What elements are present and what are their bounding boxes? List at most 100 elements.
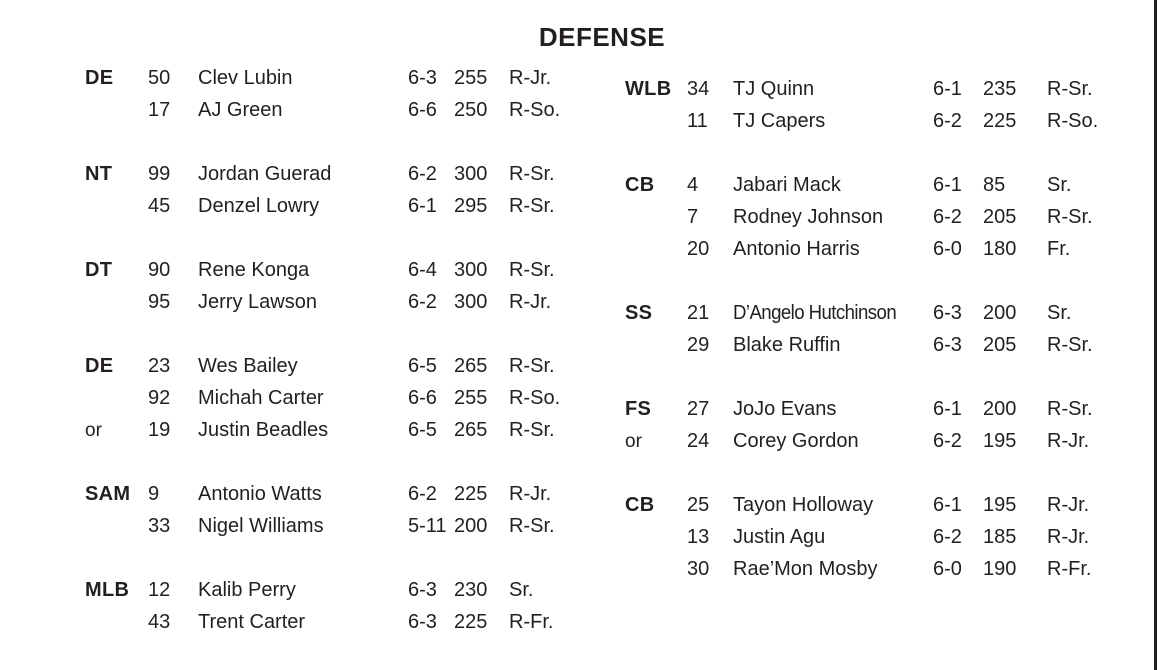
player-row: FS 27 JoJo Evans 6-1 200 R-Sr.	[625, 393, 1125, 425]
player-row: 95 Jerry Lawson 6-2 300 R-Jr.	[85, 286, 585, 318]
player-height: 6-1	[933, 174, 962, 196]
position-group-wlb-1-0: WLB 34 TJ Quinn 6-1 235 R-Sr. 11 TJ Cape…	[625, 73, 1125, 137]
player-weight: 205	[983, 334, 1017, 356]
player-weight: 205	[983, 206, 1017, 228]
player-weight: 195	[983, 494, 1017, 516]
jersey-number: 99	[148, 163, 171, 185]
player-row: CB 25 Tayon Holloway 6-1 195 R-Jr.	[625, 489, 1125, 521]
player-height: 6-6	[408, 387, 437, 409]
player-class: R-Sr.	[509, 515, 555, 537]
defense-column-right: WLB 34 TJ Quinn 6-1 235 R-Sr. 11 TJ Cape…	[625, 73, 1125, 617]
player-height: 6-3	[933, 302, 962, 324]
position-group-cb-1-1: CB 4 Jabari Mack 6-1 85 Sr. 7 Rodney Joh…	[625, 169, 1125, 265]
jersey-number: 21	[687, 302, 710, 324]
jersey-number: 9	[148, 483, 160, 505]
jersey-number: 23	[148, 355, 171, 377]
jersey-number: 20	[687, 238, 710, 260]
position-group-fs-1-3: FS 27 JoJo Evans 6-1 200 R-Sr. or 24 Cor…	[625, 393, 1125, 457]
player-row: SAM 9 Antonio Watts 6-2 225 R-Jr.	[85, 478, 585, 510]
position-label: CB	[625, 494, 655, 516]
player-height: 6-6	[408, 99, 437, 121]
player-name: TJ Capers	[733, 110, 826, 132]
player-height: 6-2	[933, 110, 962, 132]
position-group-sam-0-4: SAM 9 Antonio Watts 6-2 225 R-Jr. 33 Nig…	[85, 478, 585, 542]
player-height: 6-3	[408, 579, 437, 601]
player-name: Michah Carter	[198, 387, 324, 409]
player-height: 6-4	[408, 259, 437, 281]
player-name: Rae’Mon Mosby	[733, 558, 878, 580]
jersey-number: 43	[148, 611, 171, 633]
player-weight: 200	[983, 398, 1017, 420]
player-row: WLB 34 TJ Quinn 6-1 235 R-Sr.	[625, 73, 1125, 105]
player-name: Antonio Watts	[198, 483, 322, 505]
jersey-number: 90	[148, 259, 171, 281]
player-height: 6-1	[408, 195, 437, 217]
player-weight: 190	[983, 558, 1017, 580]
jersey-number: 27	[687, 398, 710, 420]
jersey-number: 12	[148, 579, 171, 601]
player-name: Jabari Mack	[733, 174, 841, 196]
player-weight: 195	[983, 430, 1017, 452]
player-class: R-Jr.	[509, 291, 552, 313]
position-label: DE	[85, 355, 114, 377]
player-weight: 85	[983, 174, 1006, 196]
player-class: R-Sr.	[1047, 398, 1093, 420]
player-row: 43 Trent Carter 6-3 225 R-Fr.	[85, 606, 585, 638]
player-row: 7 Rodney Johnson 6-2 205 R-Sr.	[625, 201, 1125, 233]
player-row: DT 90 Rene Konga 6-4 300 R-Sr.	[85, 254, 585, 286]
player-weight: 200	[454, 515, 488, 537]
player-row: 17 AJ Green 6-6 250 R-So.	[85, 94, 585, 126]
position-label: SS	[625, 302, 653, 324]
player-name: Rodney Johnson	[733, 206, 884, 228]
player-name: Tayon Holloway	[733, 494, 874, 516]
player-weight: 235	[983, 78, 1017, 100]
jersey-number: 34	[687, 78, 710, 100]
player-class: Sr.	[1047, 302, 1072, 324]
player-name: Antonio Harris	[733, 238, 860, 260]
page-edge-rule	[1154, 0, 1157, 670]
player-class: R-So.	[509, 99, 561, 121]
player-row: 29 Blake Ruffin 6-3 205 R-Sr.	[625, 329, 1125, 361]
player-class: R-Sr.	[509, 259, 555, 281]
player-name: D’Angelo Hutchinson	[733, 302, 897, 324]
player-class: R-Sr.	[1047, 78, 1093, 100]
position-group-ss-1-2: SS 21 D’Angelo Hutchinson 6-3 200 Sr. 29…	[625, 297, 1125, 361]
player-weight: 250	[454, 99, 488, 121]
player-weight: 300	[454, 259, 488, 281]
player-row: MLB 12 Kalib Perry 6-3 230 Sr.	[85, 574, 585, 606]
player-height: 6-2	[408, 483, 437, 505]
position-group-dt-0-2: DT 90 Rene Konga 6-4 300 R-Sr. 95 Jerry …	[85, 254, 585, 318]
player-height: 6-0	[933, 558, 962, 580]
player-row: 20 Antonio Harris 6-0 180 Fr.	[625, 233, 1125, 265]
position-group-de-0-0: DE 50 Clev Lubin 6-3 255 R-Jr. 17 AJ Gre…	[85, 62, 585, 126]
player-class: R-Sr.	[509, 419, 555, 441]
player-weight: 180	[983, 238, 1017, 260]
player-name: Clev Lubin	[198, 67, 293, 89]
position-label: MLB	[85, 579, 130, 601]
player-name: Wes Bailey	[198, 355, 298, 377]
player-name: Justin Agu	[733, 526, 826, 548]
player-height: 6-3	[408, 67, 437, 89]
player-class: R-So.	[509, 387, 561, 409]
player-class: R-So.	[1047, 110, 1099, 132]
position-label: DT	[85, 259, 113, 281]
player-name: Trent Carter	[198, 611, 306, 633]
player-name: Jerry Lawson	[198, 291, 317, 313]
jersey-number: 24	[687, 430, 710, 452]
player-row: DE 50 Clev Lubin 6-3 255 R-Jr.	[85, 62, 585, 94]
jersey-number: 50	[148, 67, 171, 89]
player-class: R-Jr.	[509, 483, 552, 505]
player-height: 5-11	[408, 515, 447, 537]
player-row: 33 Nigel Williams 5-11 200 R-Sr.	[85, 510, 585, 542]
player-name: Justin Beadles	[198, 419, 329, 441]
player-name: TJ Quinn	[733, 78, 815, 100]
position-label: SAM	[85, 483, 131, 505]
player-weight: 255	[454, 387, 488, 409]
player-height: 6-5	[408, 355, 437, 377]
position-group-cb-1-4: CB 25 Tayon Holloway 6-1 195 R-Jr. 13 Ju…	[625, 489, 1125, 585]
jersey-number: 11	[687, 110, 708, 132]
page-title: DEFENSE	[538, 22, 666, 52]
jersey-number: 19	[148, 419, 171, 441]
player-row: 11 TJ Capers 6-2 225 R-So.	[625, 105, 1125, 137]
player-weight: 255	[454, 67, 488, 89]
